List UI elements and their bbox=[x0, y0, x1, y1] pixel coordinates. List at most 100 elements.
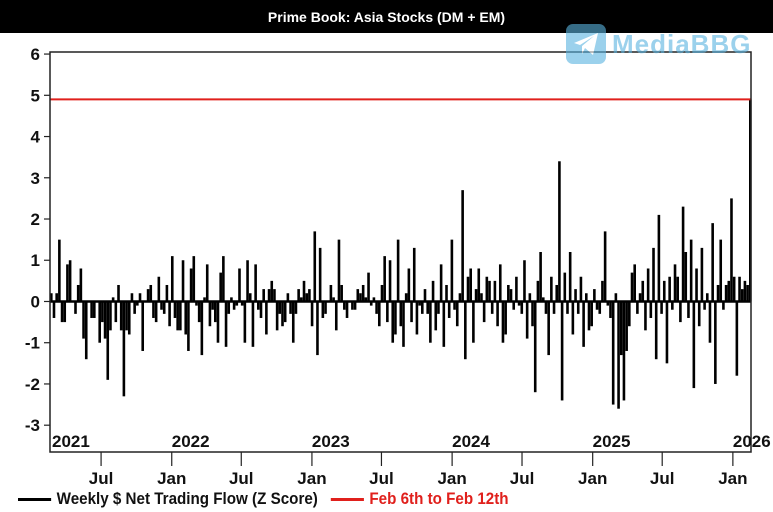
bar bbox=[493, 280, 497, 302]
bar bbox=[474, 289, 478, 302]
bar bbox=[353, 301, 357, 310]
bar bbox=[289, 301, 292, 314]
bar bbox=[179, 301, 182, 331]
bar bbox=[628, 301, 631, 327]
bar bbox=[144, 301, 147, 303]
y-tick-label: 4 bbox=[31, 128, 41, 147]
bar bbox=[568, 252, 572, 302]
bar bbox=[601, 280, 604, 302]
legend: Weekly $ Net Trading Flow (Z Score) Feb … bbox=[18, 490, 509, 509]
x-tick-label: Jul bbox=[369, 469, 394, 488]
bar bbox=[133, 301, 136, 314]
bar bbox=[654, 301, 658, 360]
bar bbox=[571, 301, 575, 335]
bar bbox=[652, 247, 655, 302]
bar bbox=[157, 276, 161, 302]
bar bbox=[703, 301, 706, 310]
y-tick-label: 2 bbox=[31, 210, 40, 229]
x-tick-label: Jul bbox=[229, 469, 254, 488]
bar bbox=[560, 301, 564, 401]
bar bbox=[203, 297, 206, 302]
bar bbox=[727, 280, 731, 302]
bar bbox=[122, 301, 126, 397]
bar bbox=[396, 239, 400, 302]
bar bbox=[482, 301, 486, 323]
bar bbox=[671, 301, 674, 310]
watermark-text: MediaBBG bbox=[612, 28, 752, 59]
legend-swatch-flow bbox=[18, 498, 52, 501]
bar bbox=[337, 239, 341, 302]
bar bbox=[316, 301, 319, 356]
bar bbox=[383, 256, 386, 302]
bar bbox=[101, 301, 104, 323]
bar bbox=[308, 289, 311, 302]
bar bbox=[528, 293, 532, 302]
legend-swatch-feb bbox=[330, 498, 364, 501]
y-tick-label: -1 bbox=[25, 334, 40, 353]
bar bbox=[445, 284, 448, 302]
bar bbox=[127, 301, 131, 335]
chart-title: Prime Book: Asia Stocks (DM + EM) bbox=[0, 0, 773, 33]
bar bbox=[520, 301, 524, 314]
bar bbox=[340, 284, 343, 302]
bar bbox=[305, 293, 309, 302]
bar bbox=[719, 239, 723, 302]
bar bbox=[641, 280, 645, 302]
bar bbox=[455, 301, 459, 327]
bar bbox=[267, 289, 271, 302]
bar bbox=[160, 301, 163, 310]
bar bbox=[544, 301, 548, 314]
bar bbox=[512, 301, 516, 310]
bar bbox=[705, 293, 709, 302]
bar bbox=[388, 260, 392, 302]
bar bbox=[593, 289, 596, 302]
bar bbox=[114, 301, 118, 323]
bar bbox=[162, 301, 166, 314]
bar bbox=[644, 301, 647, 331]
bar bbox=[515, 276, 518, 302]
bar bbox=[429, 301, 432, 343]
bar bbox=[95, 301, 99, 303]
bar bbox=[437, 301, 440, 314]
bar bbox=[630, 272, 634, 302]
bar bbox=[490, 301, 494, 314]
bar bbox=[52, 301, 56, 318]
bar bbox=[200, 301, 204, 356]
bar bbox=[681, 206, 685, 302]
bar bbox=[633, 264, 636, 302]
bar bbox=[598, 301, 602, 314]
bar bbox=[517, 301, 521, 306]
bar bbox=[676, 276, 680, 302]
bar bbox=[418, 301, 421, 306]
bar bbox=[697, 301, 701, 327]
bar bbox=[507, 284, 510, 302]
bar bbox=[679, 301, 682, 323]
bar bbox=[533, 301, 537, 393]
bar bbox=[732, 276, 736, 302]
bar bbox=[662, 280, 666, 302]
bar bbox=[74, 301, 77, 314]
bar bbox=[477, 268, 481, 302]
bar bbox=[197, 301, 201, 323]
x-tick-label: Jan bbox=[157, 469, 186, 488]
bar bbox=[472, 301, 475, 343]
bar bbox=[181, 260, 185, 302]
bar bbox=[152, 301, 155, 318]
bar bbox=[168, 301, 171, 327]
bar bbox=[283, 301, 287, 323]
bar bbox=[536, 280, 540, 302]
bar bbox=[50, 293, 53, 302]
bar bbox=[125, 301, 128, 331]
bar bbox=[673, 264, 677, 302]
bar bbox=[525, 301, 529, 339]
bar bbox=[60, 301, 64, 323]
bar bbox=[501, 301, 505, 343]
bar bbox=[257, 301, 260, 310]
bar bbox=[173, 301, 177, 318]
bar bbox=[176, 301, 179, 331]
bar bbox=[646, 268, 650, 302]
bar bbox=[278, 301, 282, 314]
bar bbox=[321, 301, 325, 318]
bar bbox=[345, 301, 349, 318]
